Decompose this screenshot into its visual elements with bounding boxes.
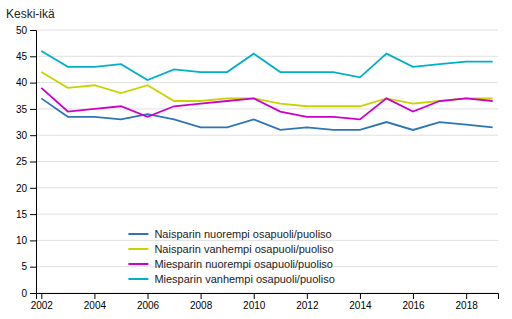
tick-label: 10 xyxy=(16,235,28,246)
x-axis: 2002 2004 2006 2008 2010 2012 2014 2016 2018 xyxy=(31,293,499,311)
tick-label: 2016 xyxy=(402,300,425,311)
tick: 0 xyxy=(21,288,36,299)
tick-label: 20 xyxy=(16,183,28,194)
tick-label: 5 xyxy=(21,261,27,272)
tick: 30 xyxy=(16,130,36,141)
legend: Naisparin nuorempi osapuoli/puoliso Naisp… xyxy=(128,228,334,285)
series-line xyxy=(41,72,492,106)
tick: 25 xyxy=(16,156,36,167)
tick-label: 25 xyxy=(16,156,28,167)
tick-label: 40 xyxy=(16,77,28,88)
legend-label: Naisparin vanhempi osapuoli/puoliso xyxy=(154,243,333,255)
tick-label: 35 xyxy=(16,104,28,115)
grid-line xyxy=(36,240,498,241)
tick: 2004 xyxy=(84,293,107,311)
tick-mark xyxy=(30,109,36,110)
tick-mark xyxy=(41,293,42,299)
tick-label: 2012 xyxy=(296,300,319,311)
tick: 2010 xyxy=(243,293,266,311)
series-line xyxy=(41,51,492,80)
tick-mark xyxy=(413,293,414,299)
tick-mark xyxy=(30,162,36,163)
tick: 10 xyxy=(16,235,36,246)
axis-line xyxy=(37,294,499,300)
tick-mark xyxy=(148,293,149,299)
legend-label: Miesparin vanhempi osapuoli/puoliso xyxy=(154,273,334,285)
tick: 2016 xyxy=(402,293,425,311)
grid xyxy=(36,30,498,293)
axis-line xyxy=(30,31,37,294)
legend-swatch xyxy=(128,278,148,280)
grid-line xyxy=(36,187,498,188)
tick-mark xyxy=(94,293,95,299)
tick-label: 30 xyxy=(16,130,28,141)
tick: 2006 xyxy=(137,293,160,311)
grid-line xyxy=(36,30,498,31)
tick: 45 xyxy=(16,51,36,62)
tick: 15 xyxy=(16,209,36,220)
legend-label: Naisparin nuorempi osapuoli/puoliso xyxy=(154,228,331,240)
legend-swatch xyxy=(128,233,148,235)
tick-mark xyxy=(30,56,36,57)
tick-label: 2008 xyxy=(190,300,213,311)
tick-label: 45 xyxy=(16,51,28,62)
tick-mark xyxy=(30,240,36,241)
tick-label: 15 xyxy=(16,209,28,220)
tick-label: 50 xyxy=(16,25,28,36)
tick: 40 xyxy=(16,77,36,88)
tick-mark xyxy=(30,135,36,136)
tick-mark xyxy=(360,293,361,299)
tick: 2018 xyxy=(456,293,479,311)
chart: 2002 2004 2006 2008 2010 2012 2014 2016 2018 0 5 10… xyxy=(0,0,512,319)
legend-item: Naisparin nuorempi osapuoli/puoliso xyxy=(128,228,331,240)
tick: 2002 xyxy=(31,293,54,311)
tick-label: 2010 xyxy=(243,300,266,311)
legend-item: Miesparin nuorempi osapuoli/puoliso xyxy=(128,258,333,270)
tick-mark xyxy=(30,214,36,215)
tick-label: 2014 xyxy=(349,300,372,311)
tick-mark xyxy=(30,83,36,84)
tick-label: 2018 xyxy=(456,300,479,311)
tick-mark xyxy=(30,30,36,31)
tick: 5 xyxy=(21,261,36,272)
tick: 2012 xyxy=(296,293,319,311)
tick-label: 2002 xyxy=(31,300,54,311)
tick: 50 xyxy=(16,25,36,36)
tick-label: 0 xyxy=(21,288,27,299)
legend-label: Miesparin nuorempi osapuoli/puoliso xyxy=(154,258,333,270)
tick-mark xyxy=(30,293,36,294)
legend-swatch xyxy=(128,248,148,250)
lines xyxy=(41,51,492,130)
legend-item: Miesparin vanhempi osapuoli/puoliso xyxy=(128,273,334,285)
legend-swatch xyxy=(128,263,148,265)
y-axis-label: Keski-ikä xyxy=(6,7,55,21)
y-axis: 0 5 10 15 20 25 30 35 40 45 50 xyxy=(16,25,37,299)
legend-item: Naisparin vanhempi osapuoli/puoliso xyxy=(128,243,333,255)
tick-mark xyxy=(254,293,255,299)
tick: 20 xyxy=(16,183,36,194)
grid-line xyxy=(36,161,498,162)
tick-mark xyxy=(30,267,36,268)
series-line xyxy=(41,88,492,120)
plot: 2002 2004 2006 2008 2010 2012 2014 2016 2018 0 5 10… xyxy=(16,25,499,311)
tick: 35 xyxy=(16,104,36,115)
tick: 2008 xyxy=(190,293,213,311)
tick-mark xyxy=(466,293,467,299)
grid-line xyxy=(36,82,498,83)
tick-mark xyxy=(307,293,308,299)
tick-label: 2006 xyxy=(137,300,160,311)
grid-line xyxy=(36,214,498,215)
tick: 2014 xyxy=(349,293,372,311)
tick-mark xyxy=(201,293,202,299)
grid-line xyxy=(36,56,498,57)
tick-mark xyxy=(30,188,36,189)
grid-line xyxy=(36,135,498,136)
tick-label: 2004 xyxy=(84,300,107,311)
